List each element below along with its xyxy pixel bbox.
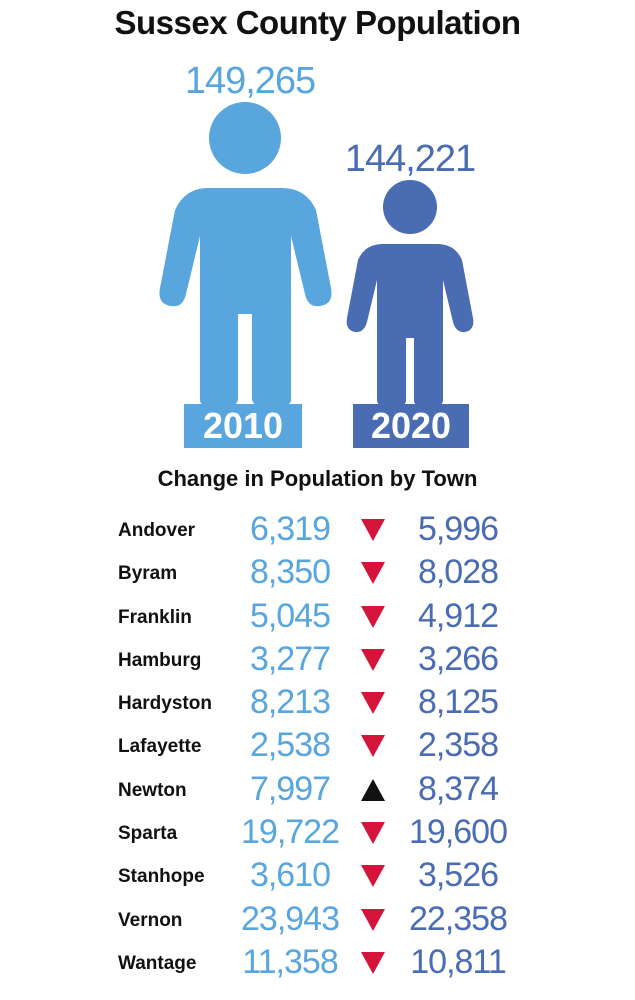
table-row: Franklin 5,045 4,912 bbox=[0, 595, 635, 638]
table-row: Hamburg 3,277 3,266 bbox=[0, 638, 635, 681]
town-pop-2010: 11,358 bbox=[242, 942, 338, 981]
town-name: Franklin bbox=[118, 606, 192, 628]
town-pop-2020: 3,266 bbox=[417, 639, 499, 678]
town-pop-2010: 3,277 bbox=[249, 639, 331, 678]
total-2010-value: 149,265 bbox=[184, 60, 316, 102]
town-pop-2010: 8,350 bbox=[249, 553, 331, 592]
town-name: Hamburg bbox=[118, 649, 202, 671]
triangle-down-icon bbox=[361, 519, 385, 541]
town-pop-2020: 2,358 bbox=[417, 726, 499, 765]
person-2020-icon bbox=[346, 180, 474, 406]
town-name: Andover bbox=[118, 520, 196, 541]
town-name: Wantage bbox=[118, 952, 197, 974]
triangle-down-icon bbox=[361, 562, 385, 585]
town-pop-2010: 5,045 bbox=[249, 596, 331, 635]
town-pop-2020: 4,912 bbox=[417, 596, 499, 635]
town-name: Lafayette bbox=[118, 736, 202, 758]
table-row: Lafayette 2,538 2,358 bbox=[0, 724, 635, 767]
triangle-down-icon bbox=[361, 865, 385, 888]
total-2020-value: 144,221 bbox=[344, 138, 476, 180]
table-row: Wantage 11,358 10,811 bbox=[0, 941, 635, 984]
town-name: Stanhope bbox=[118, 866, 205, 888]
town-name: Hardyston bbox=[118, 693, 212, 715]
town-name: Sparta bbox=[118, 823, 178, 845]
town-name: Vernon bbox=[118, 909, 183, 931]
table-row: Andover 6,319 5,996 bbox=[0, 508, 635, 551]
chart-title: Sussex County Population bbox=[114, 4, 521, 41]
triangle-up-icon bbox=[361, 778, 385, 801]
table-row: Vernon 23,943 22,358 bbox=[0, 898, 635, 941]
table-row: Byram 8,350 8,028 bbox=[0, 551, 635, 594]
town-pop-2020: 3,526 bbox=[417, 856, 499, 895]
table-row: Hardyston 8,213 8,125 bbox=[0, 681, 635, 724]
town-pop-2020: 22,358 bbox=[409, 899, 508, 938]
triangle-down-icon bbox=[361, 822, 385, 845]
year-label-2020: 2020 bbox=[353, 404, 469, 448]
town-pop-2020: 10,811 bbox=[410, 942, 506, 981]
town-table: Andover 6,319 5,996 Byram 8,350 8,028 Franklin… bbox=[0, 508, 635, 984]
table-row: Newton 7,997 8,374 bbox=[0, 768, 635, 811]
triangle-down-icon bbox=[361, 951, 385, 974]
triangle-down-icon bbox=[361, 735, 385, 758]
town-pop-2010: 23,943 bbox=[241, 899, 340, 938]
town-pop-2020: 8,028 bbox=[417, 553, 499, 592]
triangle-down-icon bbox=[361, 605, 385, 628]
town-pop-2010: 3,610 bbox=[249, 856, 331, 895]
table-title: Change in Population by Town bbox=[157, 466, 478, 491]
table-row: Sparta 19,722 19,600 bbox=[0, 811, 635, 854]
town-pop-2020: 5,996 bbox=[417, 510, 499, 548]
town-pop-2010: 7,997 bbox=[249, 769, 331, 808]
town-pop-2010: 8,213 bbox=[249, 683, 331, 722]
triangle-down-icon bbox=[361, 692, 385, 715]
triangle-down-icon bbox=[361, 908, 385, 931]
town-name: Newton bbox=[118, 779, 187, 801]
town-pop-2020: 8,125 bbox=[417, 683, 499, 722]
town-pop-2020: 8,374 bbox=[417, 769, 499, 808]
town-pop-2020: 19,600 bbox=[409, 813, 508, 852]
town-pop-2010: 6,319 bbox=[249, 510, 331, 548]
town-name: Byram bbox=[118, 563, 178, 585]
town-pop-2010: 2,538 bbox=[249, 726, 331, 765]
town-pop-2010: 19,722 bbox=[241, 813, 340, 852]
table-row: Stanhope 3,610 3,526 bbox=[0, 854, 635, 897]
person-2010-icon bbox=[159, 102, 332, 406]
triangle-down-icon bbox=[361, 648, 385, 671]
year-label-2010: 2010 bbox=[184, 404, 302, 448]
